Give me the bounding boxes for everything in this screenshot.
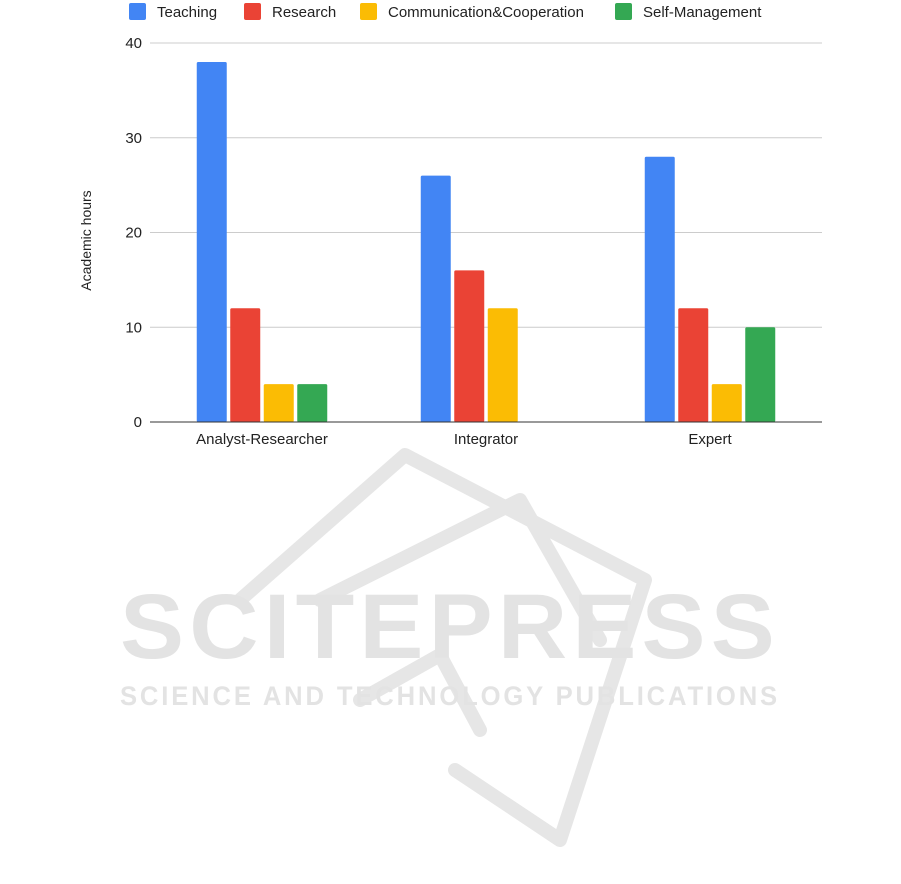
x-tick-label: Analyst-Researcher — [196, 431, 328, 448]
bar-research-integrator — [454, 270, 485, 422]
bar-teaching-analyst-researcher — [196, 61, 227, 422]
legend-swatch — [129, 3, 146, 20]
y-axis-title: Academic hours — [78, 190, 94, 290]
bar-research-analyst-researcher — [230, 308, 261, 422]
legend: Teaching Research Communication&Cooperatio… — [129, 3, 762, 21]
bar-teaching-integrator — [420, 175, 451, 422]
bar-teaching-expert — [644, 156, 675, 422]
y-tick-label: 40 — [125, 35, 142, 52]
bar-self-management-analyst-researcher — [297, 384, 328, 422]
y-tick-label: 20 — [125, 225, 142, 242]
gridlines — [150, 42, 822, 328]
x-tick-label: Expert — [688, 431, 732, 448]
legend-swatch — [615, 3, 632, 20]
legend-swatch — [244, 3, 261, 20]
bar-communication-cooperation-integrator — [487, 308, 518, 422]
legend-label: Communication&Cooperation — [388, 4, 584, 21]
legend-label: Self-Management — [643, 4, 762, 21]
bar-communication-cooperation-expert — [711, 384, 742, 422]
bar-research-expert — [678, 308, 709, 422]
watermark-book-icon — [233, 448, 652, 847]
y-tick-label: 10 — [125, 319, 142, 336]
watermark: SCITEPRESS SCIENCE AND TECHNOLOGY PUBLIC… — [120, 448, 780, 847]
watermark-subtitle: SCIENCE AND TECHNOLOGY PUBLICATIONS — [120, 681, 780, 711]
bars — [196, 61, 776, 422]
bar-communication-cooperation-analyst-researcher — [263, 384, 294, 422]
legend-label: Research — [272, 4, 336, 21]
y-tick-label: 30 — [125, 130, 142, 147]
axes: 0 10 20 30 40 Analyst-Researcher Integrator Exp… — [125, 35, 822, 448]
legend-swatch — [360, 3, 377, 20]
y-tick-label: 0 — [134, 414, 142, 431]
x-tick-label: Integrator — [454, 431, 518, 448]
bar-self-management-expert — [745, 327, 776, 422]
watermark-title: SCITEPRESS — [120, 576, 780, 678]
legend-label: Teaching — [157, 4, 217, 21]
